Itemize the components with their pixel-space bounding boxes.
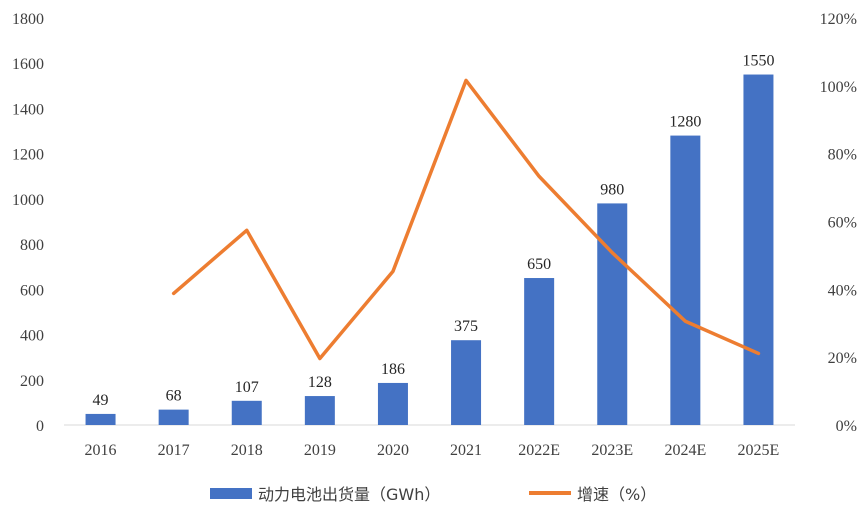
- bar: [158, 409, 189, 425]
- left-axis-tick-label: 1400: [12, 101, 44, 118]
- x-axis-tick-label: 2025E: [738, 442, 780, 459]
- left-axis-tick-label: 600: [20, 282, 44, 299]
- left-axis-tick-label: 1800: [12, 11, 44, 28]
- bar-value-label: 128: [308, 374, 332, 391]
- right-axis-tick-label: 100%: [820, 79, 857, 96]
- bar: [743, 74, 774, 426]
- left-axis-tick-label: 1000: [12, 192, 44, 209]
- legend-swatch-bar: [210, 488, 252, 499]
- bar-value-label: 1550: [742, 53, 774, 70]
- x-axis-tick-label: 2019: [304, 442, 336, 459]
- bar: [524, 278, 555, 425]
- bar-value-label: 49: [93, 392, 109, 409]
- bar: [451, 340, 482, 425]
- left-axis-tick-label: 1600: [12, 56, 44, 73]
- right-axis-tick-label: 120%: [820, 11, 857, 28]
- right-axis-ticks: 0% 20% 40% 60% 80% 100% 120%: [820, 11, 857, 435]
- left-axis-tick-label: 400: [20, 328, 44, 345]
- x-axis-tick-label: 2021: [450, 442, 482, 459]
- left-axis-tick-label: 200: [20, 373, 44, 390]
- right-axis-tick-label: 0%: [836, 418, 857, 435]
- bar-value-label: 375: [454, 318, 478, 335]
- bar-value-label: 980: [600, 181, 624, 198]
- left-axis-tick-label: 800: [20, 237, 44, 254]
- bar: [85, 413, 116, 425]
- left-axis-ticks: 0 200 400 600 800 1000 1200 1400 1600 1800: [12, 11, 44, 435]
- growth-line: [171, 78, 761, 361]
- x-axis-tick-label: 2022E: [518, 442, 560, 459]
- x-axis-tick-label: 2023E: [591, 442, 633, 459]
- bar-series: [85, 74, 774, 426]
- legend-label-line: 增速（%）: [577, 485, 656, 504]
- x-axis-tick-label: 2020: [377, 442, 409, 459]
- left-axis-tick-label: 0: [36, 418, 44, 435]
- bar-value-label: 68: [166, 388, 182, 405]
- x-axis-tick-label: 2024E: [664, 442, 706, 459]
- bar-value-label: 1280: [669, 114, 701, 131]
- data-labels: 49 68 107 128 186 375 650 980 1280 1550: [93, 53, 775, 409]
- legend: 动力电池出货量（GWh） 增速（%）: [210, 485, 656, 504]
- bar-value-label: 186: [381, 361, 405, 378]
- bar: [670, 135, 701, 426]
- bar-value-label: 650: [527, 256, 551, 273]
- bar: [597, 203, 628, 425]
- x-axis-ticks: 2016 2017 2018 2019 2020 2021 2022E 2023E 2024E 2…: [85, 442, 780, 459]
- bar: [304, 396, 335, 425]
- bar-value-label: 107: [235, 379, 259, 396]
- left-axis-tick-label: 1200: [12, 147, 44, 164]
- right-axis-tick-label: 40%: [828, 282, 857, 299]
- bar: [231, 400, 262, 425]
- x-axis-tick-label: 2018: [231, 442, 263, 459]
- bar: [377, 382, 408, 425]
- x-axis-tick-label: 2017: [158, 442, 190, 459]
- x-axis-tick-label: 2016: [85, 442, 117, 459]
- right-axis-tick-label: 80%: [828, 147, 857, 164]
- right-axis-tick-label: 20%: [828, 350, 857, 367]
- line-series: [171, 78, 761, 361]
- right-axis-tick-label: 60%: [828, 215, 857, 232]
- legend-label-bar: 动力电池出货量（GWh）: [258, 485, 440, 504]
